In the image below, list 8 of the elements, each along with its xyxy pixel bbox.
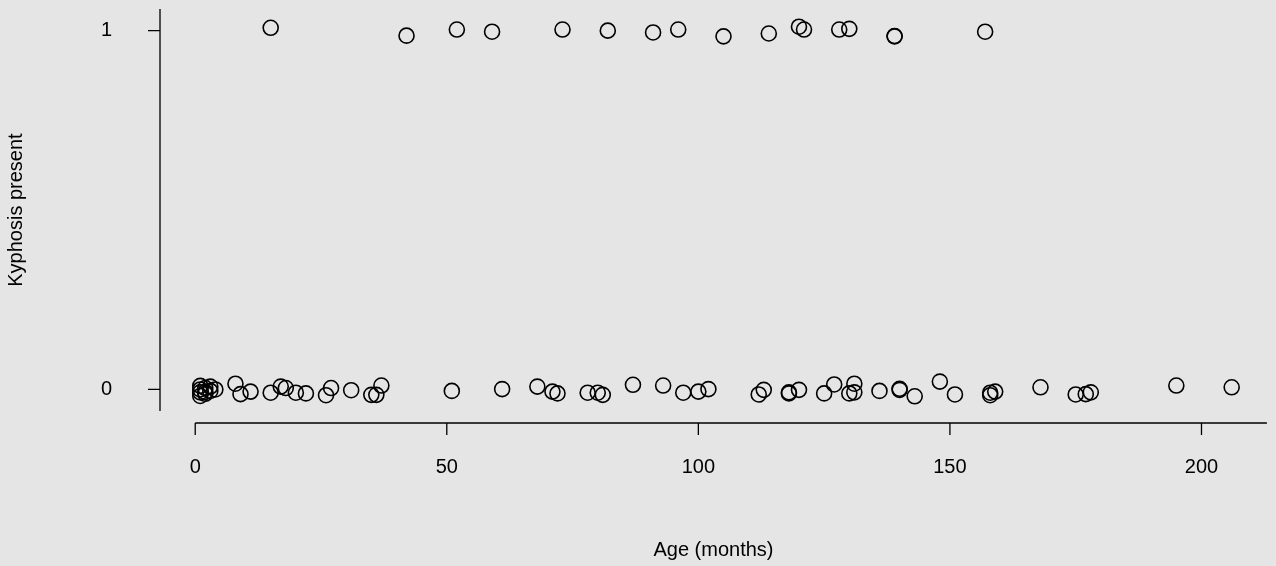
x-axis-title: Age (months) <box>653 537 774 560</box>
y-tick-label: 1 <box>100 18 112 41</box>
x-tick-label: 150 <box>933 454 967 477</box>
y-axis-title: Kyphosis present <box>3 132 26 287</box>
x-tick-label: 0 <box>189 454 201 477</box>
x-tick-label: 100 <box>681 454 716 477</box>
x-tick-label: 50 <box>435 454 458 477</box>
x-tick-label: 200 <box>1184 454 1219 477</box>
